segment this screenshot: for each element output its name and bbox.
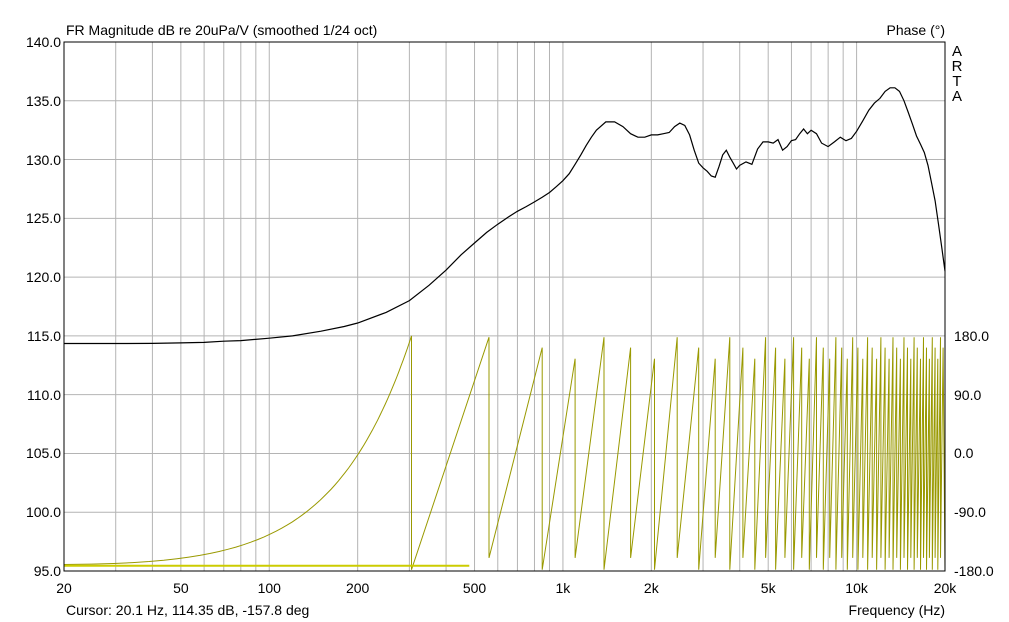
chart-title: FR Magnitude dB re 20uPa/V (smoothed 1/2… bbox=[66, 22, 378, 38]
x-tick-label: 1k bbox=[555, 580, 571, 596]
y2-tick-label: 0.0 bbox=[954, 445, 974, 462]
watermark-letter: A bbox=[951, 43, 962, 60]
y-tick-label: 100.0 bbox=[25, 504, 61, 521]
x-tick-label: 100 bbox=[257, 580, 281, 596]
arta-watermark: A R T A bbox=[950, 44, 964, 104]
phase-series-line bbox=[63, 335, 946, 570]
watermark-letter: R bbox=[951, 58, 963, 75]
x-tick-label: 50 bbox=[173, 580, 189, 596]
x-tick-label: 10k bbox=[845, 580, 868, 596]
y-tick-label: 125.0 bbox=[25, 210, 61, 227]
x-tick-label: 5k bbox=[760, 580, 776, 596]
y2-tick-label: -90.0 bbox=[954, 504, 986, 521]
x-tick-label: 20k bbox=[933, 580, 957, 596]
y-tick-label: 105.0 bbox=[25, 445, 61, 462]
y2-tick-label: -180.0 bbox=[954, 563, 994, 579]
watermark-letter: T bbox=[952, 73, 962, 90]
x-tick-label: 200 bbox=[345, 580, 370, 596]
x-tick-label: 500 bbox=[462, 580, 487, 596]
magnitude-series-line bbox=[64, 87, 946, 345]
x-axis-label: Frequency (Hz) bbox=[848, 602, 945, 618]
y-tick-label: 120.0 bbox=[25, 269, 61, 286]
plot-frame bbox=[63, 41, 946, 572]
grid-lines bbox=[64, 41, 945, 572]
y-tick-label: 130.0 bbox=[25, 151, 61, 168]
y2-tick-label: 180.0 bbox=[954, 327, 990, 344]
y2-tick-label: 90.0 bbox=[954, 386, 982, 403]
x-tick-label: 20 bbox=[56, 580, 72, 596]
watermark-letter: A bbox=[951, 88, 962, 105]
phase-axis-title: Phase (°) bbox=[886, 22, 945, 38]
y-tick-label: 115.0 bbox=[27, 327, 61, 344]
y-tick-label: 95.0 bbox=[33, 563, 61, 579]
x-tick-label: 2k bbox=[643, 580, 659, 596]
cursor-readout: Cursor: 20.1 Hz, 114.35 dB, -157.8 deg bbox=[66, 602, 310, 618]
y-tick-label: 135.0 bbox=[25, 92, 61, 109]
y-tick-label: 110.0 bbox=[27, 386, 61, 403]
y-tick-label: 140.0 bbox=[25, 34, 61, 50]
